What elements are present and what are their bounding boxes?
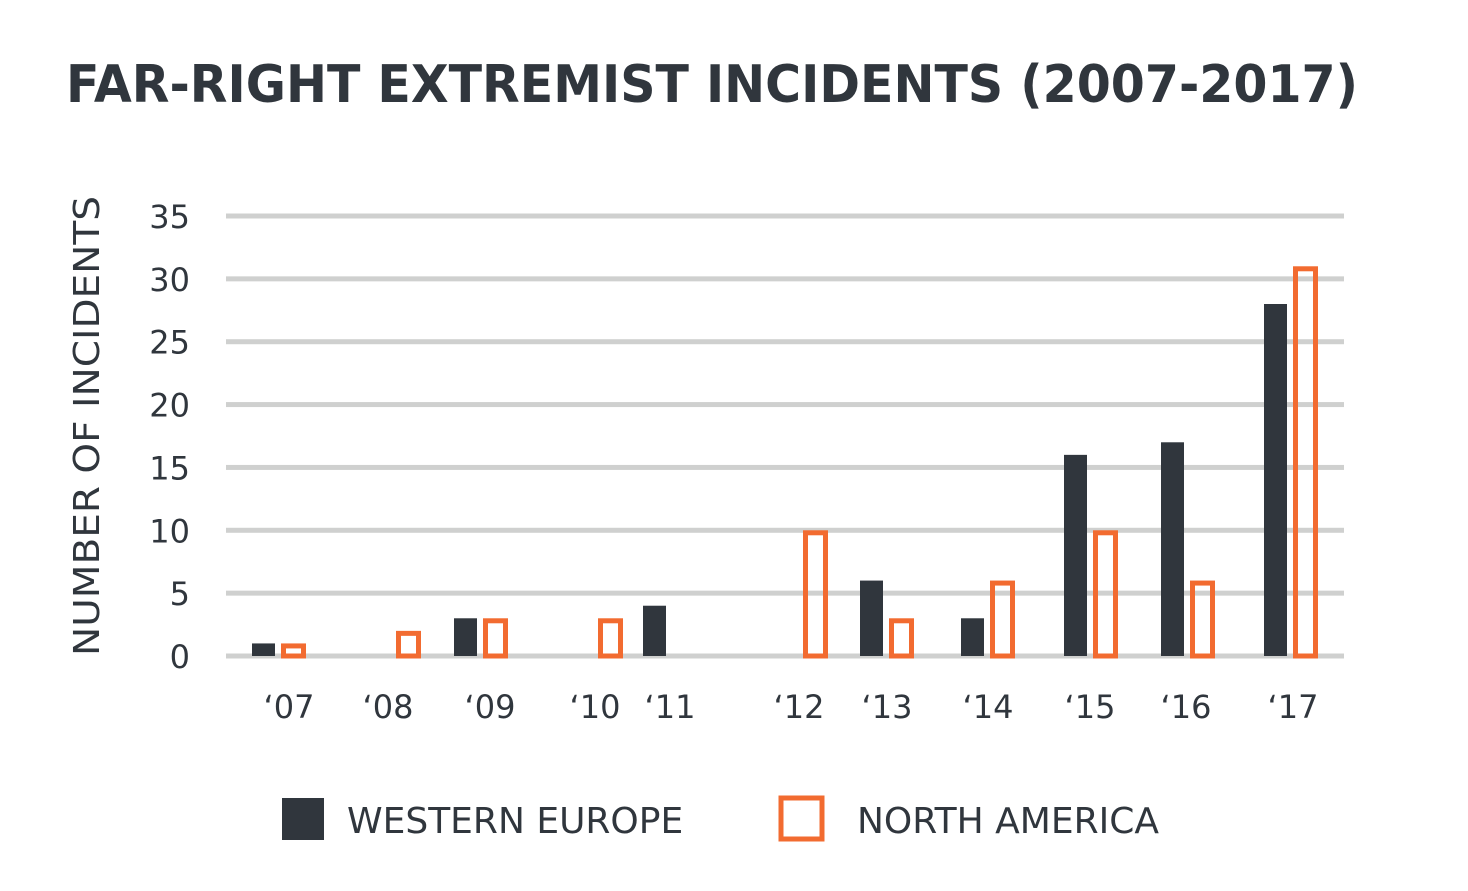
gridline [226,653,1344,659]
y-tick-label: 15 [149,449,190,487]
x-tick-label: ‘07 [264,688,315,726]
y-tick-label: 25 [149,324,190,362]
y-tick-label: 20 [149,387,190,425]
gridline [226,339,1344,345]
bar-western-europe [454,618,477,656]
bar-western-europe [643,605,666,656]
x-ticks: ‘07 ‘08 ‘09 ‘10 ‘11 ‘12 ‘13 ‘14 ‘15 ‘16 ‘17 [264,688,1319,726]
x-tick-label: ‘11 [645,688,696,726]
bar-north-america [803,530,828,659]
bar-north-america [483,618,508,659]
x-tick-label: ‘10 [570,688,621,726]
bar-north-america [281,643,306,659]
legend: WESTERN EUROPE NORTH AMERICA [282,795,1159,842]
bar-north-america [396,630,421,659]
legend-swatch-north-america [778,795,825,842]
legend-swatch-western-europe [282,798,324,840]
bar-western-europe [1064,454,1087,656]
gridline [226,213,1344,219]
x-tick-label: ‘16 [1161,688,1212,726]
chart-title: FAR-RIGHT EXTREMIST INCIDENTS (2007-2017… [66,55,1358,115]
bar-north-america [598,618,623,659]
legend-label-western-europe: WESTERN EUROPE [347,801,683,842]
gridline [226,402,1344,408]
bars [252,266,1318,659]
gridline [226,464,1344,470]
y-ticks: 0 5 10 15 20 25 30 35 [149,198,190,676]
bar-western-europe [1161,442,1184,656]
bar-north-america [1293,266,1318,659]
x-tick-label: ‘09 [465,688,516,726]
x-tick-label: ‘14 [963,688,1014,726]
x-tick-label: ‘13 [862,688,913,726]
y-tick-label: 30 [149,261,190,299]
bar-western-europe [252,643,275,656]
x-tick-label: ‘12 [774,688,825,726]
bar-north-america [990,580,1015,659]
x-tick-label: ‘08 [363,688,414,726]
x-tick-label: ‘17 [1268,688,1319,726]
gridlines [226,213,1344,659]
x-tick-label: ‘15 [1065,688,1116,726]
y-tick-label: 10 [149,512,190,550]
y-axis-label: NUMBER OF INCIDENTS [67,196,108,656]
bar-western-europe [961,618,984,656]
y-tick-label: 5 [170,575,190,613]
y-tick-label: 0 [170,638,190,676]
bar-north-america [1093,530,1118,659]
bar-north-america [889,618,914,659]
gridline [226,590,1344,596]
legend-label-north-america: NORTH AMERICA [857,801,1159,842]
y-tick-label: 35 [149,198,190,236]
bar-western-europe [860,580,883,656]
bar-western-europe [1264,304,1287,656]
bar-north-america [1190,580,1215,659]
gridline [226,276,1344,282]
gridline [226,527,1344,533]
